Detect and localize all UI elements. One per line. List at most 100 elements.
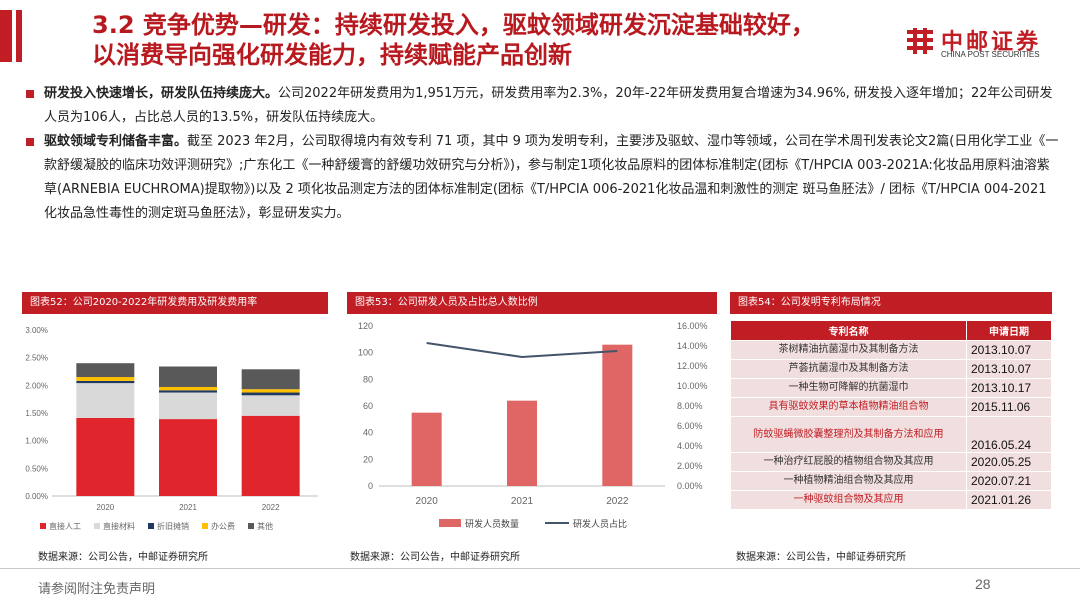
page-number: 28 (975, 576, 991, 592)
patent-name-cell: 一种植物精油组合物及其应用 (730, 471, 967, 491)
y-right-tick-label: 16.00% (677, 321, 708, 331)
table-row: 芦荟抗菌湿巾及其制备方法 2013.10.07 (730, 359, 1052, 379)
bullet-square-icon (26, 138, 34, 146)
y-left-tick-label: 20 (363, 454, 373, 464)
legend-label: 研发人员数量 (465, 518, 519, 529)
bar-segment (241, 369, 300, 390)
x-tick-label: 2022 (262, 503, 280, 512)
bar-segment (76, 377, 135, 381)
bullet-item-patents: 驱蚊领域专利储备丰富。截至 2023 年2月，公司取得境内有效专利 71 项，其… (22, 130, 1062, 226)
data-source: 数据来源：公司公告，中邮证券研究所 (38, 552, 208, 563)
table-row: 一种生物可降解的抗菌湿巾 2013.10.17 (730, 378, 1052, 398)
y-right-tick-label: 12.00% (677, 361, 708, 371)
legend-swatch (94, 523, 100, 529)
bar-segment (76, 363, 135, 378)
patent-table: 专利名称 申请日期 茶树精油抗菌湿巾及其制备方法 2013.10.07 芦荟抗菌湿巾… (730, 320, 1052, 510)
bullet-text: 公司2022年研发费用为1,951万元，研发费用率为2.3%，20年-22年研发… (44, 86, 1053, 125)
y-tick-label: 2.00% (25, 381, 48, 390)
y-right-tick-label: 6.00% (677, 421, 703, 431)
patent-name-cell: 具有驱蚊效果的草本植物精油组合物 (730, 397, 967, 417)
chart-panel-rd-staff: 图表53：公司研发人员及占比总人数比例 (347, 292, 717, 314)
y-tick-label: 3.00% (25, 326, 48, 335)
bullet-square-icon (26, 90, 34, 98)
legend-swatch (248, 523, 254, 529)
bar-segment (76, 417, 135, 496)
bullet-heading: 研发投入快速增长，研发队伍持续庞大。 (44, 86, 279, 101)
bar-segment (159, 390, 217, 393)
legend-label: 其他 (257, 521, 273, 531)
bullet-heading: 驱蚊领域专利储备丰富。 (44, 134, 188, 149)
x-tick-label: 2021 (179, 503, 197, 512)
legend-label: 办公费 (211, 521, 235, 531)
patent-name-cell: 一种生物可降解的抗菌湿巾 (730, 378, 967, 398)
x-tick-label: 2020 (416, 496, 439, 507)
bar-segment (159, 386, 217, 391)
bar-segment (76, 380, 135, 384)
legend-swatch (148, 523, 154, 529)
patent-date-cell: 2015.11.06 (966, 397, 1052, 417)
chart-panel-patents: 图表54：公司发明专利布局情况 (730, 292, 1052, 314)
series-line (426, 342, 618, 359)
table-row: 防蚊驱蝇微胶囊整理剂及其制备方法和应用 2016.05.24 (730, 416, 1052, 453)
column-header: 专利名称 (730, 320, 967, 341)
patent-name-cell: 芦荟抗菌湿巾及其制备方法 (730, 359, 967, 379)
x-tick-label: 2021 (511, 496, 534, 507)
legend-swatch (40, 523, 46, 529)
legend-label: 直接人工 (49, 521, 81, 531)
y-right-tick-label: 4.00% (677, 441, 703, 451)
bar-segment (241, 392, 300, 396)
footer-divider (0, 568, 1080, 569)
table-row: 具有驱蚊效果的草本植物精油组合物 2015.11.06 (730, 397, 1052, 417)
patent-date-cell: 2020.07.21 (966, 471, 1052, 491)
y-right-tick-label: 2.00% (677, 461, 703, 471)
patent-name-cell: 一种治疗红屁股的植物组合物及其应用 (730, 452, 967, 472)
title-accent-stripe (12, 10, 16, 62)
y-tick-label: 2.50% (25, 354, 48, 363)
y-tick-label: 0.50% (25, 464, 48, 473)
patent-date-cell: 2016.05.24 (966, 416, 1052, 453)
chart-title: 图表53：公司研发人员及占比总人数比例 (347, 292, 717, 314)
bar-segment (159, 419, 217, 496)
patent-date-cell: 2020.05.25 (966, 452, 1052, 472)
bar (507, 400, 537, 486)
y-left-tick-label: 80 (363, 374, 373, 384)
bar-segment (241, 389, 300, 393)
y-tick-label: 1.00% (25, 437, 48, 446)
table-header-row: 专利名称 申请日期 (730, 320, 1052, 341)
y-left-tick-label: 60 (363, 401, 373, 411)
patent-name-cell: 茶树精油抗菌湿巾及其制备方法 (730, 340, 967, 360)
legend-label: 研发人员占比 (573, 518, 627, 529)
bullet-item-rd-investment: 研发投入快速增长，研发队伍持续庞大。公司2022年研发费用为1,951万元，研发… (22, 82, 1062, 130)
legend-swatch (439, 519, 461, 527)
page-title: 3.2 竞争优势—研发：持续研发投入，驱蚊领域研发沉淀基础较好， 以消费导向强化… (92, 10, 882, 70)
bullet-list: 研发投入快速增长，研发队伍持续庞大。公司2022年研发费用为1,951万元，研发… (22, 82, 1062, 226)
patent-date-cell: 2021.01.26 (966, 490, 1052, 510)
y-left-tick-label: 120 (358, 321, 373, 331)
patent-date-cell: 2013.10.07 (966, 340, 1052, 360)
y-right-tick-label: 10.00% (677, 381, 708, 391)
bar (602, 344, 633, 486)
china-post-logo-icon (907, 28, 933, 54)
page-title-line2: 以消费导向强化研发能力，持续赋能产品创新 (92, 41, 572, 69)
table-row: 一种驱蚊组合物及其应用 2021.01.26 (730, 490, 1052, 510)
y-left-tick-label: 100 (358, 348, 373, 358)
y-right-tick-label: 8.00% (677, 401, 703, 411)
x-tick-label: 2020 (96, 503, 114, 512)
company-logo: 中邮证券 CHINA POST SECURITIES (905, 24, 1075, 64)
chart-panel-rd-expense: 图表52：公司2020-2022年研发费用及研发费用率 (22, 292, 328, 314)
bar-segment (241, 395, 300, 416)
patent-name-cell: 一种驱蚊组合物及其应用 (730, 490, 967, 510)
rd-staff-combo-chart: 0 20 40 60 80 100 120 0.00% 2.00% 4.00% 6.00% 8.00%… (358, 321, 708, 529)
patent-name-cell: 防蚊驱蝇微胶囊整理剂及其制备方法和应用 (730, 416, 967, 453)
y-right-tick-label: 0.00% (677, 481, 703, 491)
patent-date-cell: 2013.10.07 (966, 359, 1052, 379)
bar-segment (159, 392, 217, 420)
patent-date-cell: 2013.10.17 (966, 378, 1052, 398)
title-accent-bar (0, 10, 22, 62)
chart-title: 图表52：公司2020-2022年研发费用及研发费用率 (22, 292, 328, 314)
data-source: 数据来源：公司公告，中邮证券研究所 (736, 552, 906, 563)
data-source: 数据来源：公司公告，中邮证券研究所 (350, 552, 520, 563)
footer-disclaimer: 请参阅附注免责声明 (38, 582, 156, 597)
y-left-tick-label: 0 (368, 481, 373, 491)
table-row: 一种植物精油组合物及其应用 2020.07.21 (730, 471, 1052, 491)
